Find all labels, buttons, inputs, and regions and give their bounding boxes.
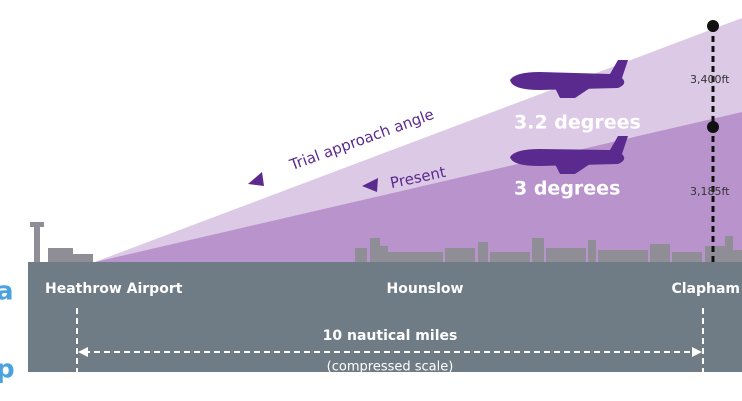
arrow-present: [362, 178, 378, 192]
distance-label: 10 nautical miles: [323, 328, 458, 344]
plane-present: [510, 136, 628, 174]
place-label: Clapham: [671, 281, 740, 297]
distance-note: (compressed scale): [327, 360, 454, 375]
cropped-text: a: [0, 277, 14, 307]
height-dot: [707, 121, 719, 133]
trial-degrees: 3.2 degrees: [514, 112, 641, 134]
scale-lines: [76, 308, 704, 372]
arrow-trial: [248, 172, 264, 186]
scale-arrow: [692, 347, 702, 357]
ground: [28, 262, 742, 372]
skyline: [30, 222, 742, 262]
cropped-text: p: [0, 355, 15, 385]
place-label: Heathrow Airport: [45, 281, 183, 297]
trial-height: 3,400ft: [690, 73, 730, 86]
present-degrees: 3 degrees: [514, 178, 620, 200]
present-height: 3,185ft: [690, 185, 730, 198]
place-label: Hounslow: [387, 281, 464, 297]
present-wedge: [95, 112, 742, 262]
scale-arrow: [78, 347, 88, 357]
height-dot: [707, 20, 719, 32]
plane-trial: [510, 60, 628, 98]
